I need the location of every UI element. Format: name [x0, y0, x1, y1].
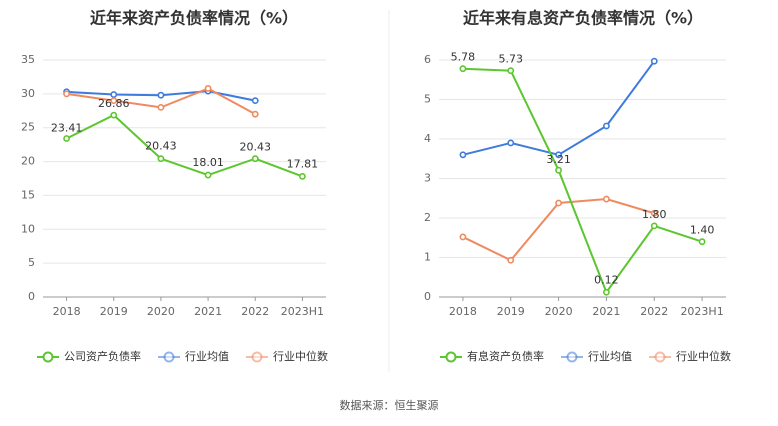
data-point — [157, 104, 165, 111]
x-tick-label: 2018 — [449, 305, 477, 318]
legend-item: 行业中位数 — [246, 349, 328, 363]
legend-label: 行业中位数 — [273, 349, 328, 363]
data-label: 1.80 — [642, 208, 667, 221]
y-tick-label: 5 — [424, 93, 431, 106]
legend-item: 公司资产负债率 — [37, 349, 141, 363]
legend-label: 行业中位数 — [676, 349, 731, 363]
x-tick-label: 2020 — [147, 305, 175, 318]
legend-label: 有息资产负债率 — [467, 349, 544, 363]
y-tick-label: 0 — [28, 290, 35, 303]
y-tick-label: 0 — [424, 290, 431, 303]
data-point — [555, 166, 562, 174]
series-line — [462, 198, 655, 262]
y-tick-label: 15 — [21, 188, 35, 201]
legend-swatch-marker — [654, 351, 666, 363]
data-point — [299, 173, 306, 180]
data-point — [110, 111, 118, 119]
chart-title: 近年来有息资产负债率情况（%） — [463, 9, 703, 28]
data-point — [555, 199, 562, 207]
data-label: 5.73 — [499, 53, 524, 66]
data-label: 20.43 — [145, 140, 177, 153]
data-point — [63, 135, 70, 142]
data-point — [251, 110, 259, 118]
chart-panel-1: 近年来资产负债率情况（%） 0 5 10 15 20 25 30 35 2018 2019 2020 2… — [21, 9, 328, 364]
data-point — [204, 85, 212, 92]
data-label: 3.21 — [546, 153, 571, 166]
data-point — [110, 91, 118, 98]
y-tick-label: 25 — [21, 121, 35, 134]
y-tick-label: 4 — [424, 132, 431, 145]
data-point — [63, 90, 70, 98]
x-tick-label: 2023H1 — [680, 305, 723, 318]
y-tick-label: 3 — [424, 172, 431, 185]
data-label: 18.01 — [192, 156, 224, 169]
legend-swatch-marker — [566, 351, 578, 363]
series-line — [462, 60, 656, 156]
y-tick-label: 20 — [21, 155, 35, 168]
chart-title: 近年来资产负债率情况（%） — [90, 9, 298, 28]
y-tick-label: 2 — [424, 211, 431, 224]
legend-label: 公司资产负债率 — [64, 349, 141, 363]
data-point — [603, 288, 610, 296]
x-tick-label: 2020 — [545, 305, 573, 318]
data-label: 1.40 — [690, 224, 715, 237]
legend-swatch-marker — [42, 351, 54, 363]
legend-item: 行业均值 — [158, 350, 229, 363]
data-label: 0.12 — [594, 273, 619, 286]
data-point — [459, 151, 467, 159]
data-point — [110, 97, 118, 105]
y-tick-label: 6 — [424, 53, 431, 66]
data-label: 20.43 — [240, 141, 272, 154]
legend-item: 行业中位数 — [649, 349, 731, 363]
data-point — [698, 238, 706, 246]
data-point — [157, 91, 165, 99]
data-point — [251, 97, 259, 105]
data-point — [603, 122, 610, 130]
x-tick-label: 2019 — [100, 305, 128, 318]
legend-item: 行业均值 — [561, 350, 632, 363]
x-tick-label: 2021 — [194, 305, 222, 318]
data-label: 23.41 — [51, 121, 83, 134]
data-point — [459, 65, 467, 73]
series-line — [66, 113, 303, 178]
data-point — [650, 222, 658, 230]
legend-swatch-marker — [445, 351, 457, 363]
data-point — [650, 209, 658, 217]
x-tick-label: 2021 — [592, 305, 620, 318]
y-tick-label: 10 — [21, 222, 35, 235]
x-tick-label: 2022 — [640, 305, 668, 318]
data-point — [157, 155, 165, 163]
data-label: 5.78 — [451, 51, 476, 64]
legend-swatch-marker — [251, 351, 263, 363]
data-point — [507, 67, 515, 75]
data-point — [204, 171, 212, 179]
y-tick-label: 1 — [424, 251, 431, 264]
data-point — [603, 195, 610, 203]
data-point — [507, 139, 515, 147]
y-tick-label: 5 — [28, 256, 35, 269]
data-label: 17.81 — [287, 157, 319, 170]
source-note: 数据来源：恒生聚源 — [340, 398, 439, 412]
legend-label: 行业均值 — [588, 350, 632, 363]
chart-panel-2: 近年来有息资产负债率情况（%） 0 1 2 3 4 5 6 2018 2019 2020 2021 20… — [424, 9, 731, 364]
data-point — [251, 155, 259, 163]
x-tick-label: 2022 — [241, 305, 269, 318]
x-tick-label: 2018 — [53, 305, 81, 318]
data-point — [650, 57, 658, 65]
data-point — [459, 233, 467, 241]
data-point — [555, 151, 562, 159]
legend-item: 有息资产负债率 — [440, 349, 544, 363]
x-tick-label: 2019 — [497, 305, 525, 318]
series-line — [462, 67, 703, 295]
x-tick-label: 2023H1 — [281, 305, 324, 318]
legend-label: 行业均值 — [185, 350, 229, 363]
data-point — [507, 256, 515, 264]
y-tick-label: 35 — [21, 53, 35, 66]
y-tick-label: 30 — [21, 87, 35, 100]
data-label: 26.86 — [98, 97, 130, 110]
legend-swatch-marker — [163, 351, 175, 363]
